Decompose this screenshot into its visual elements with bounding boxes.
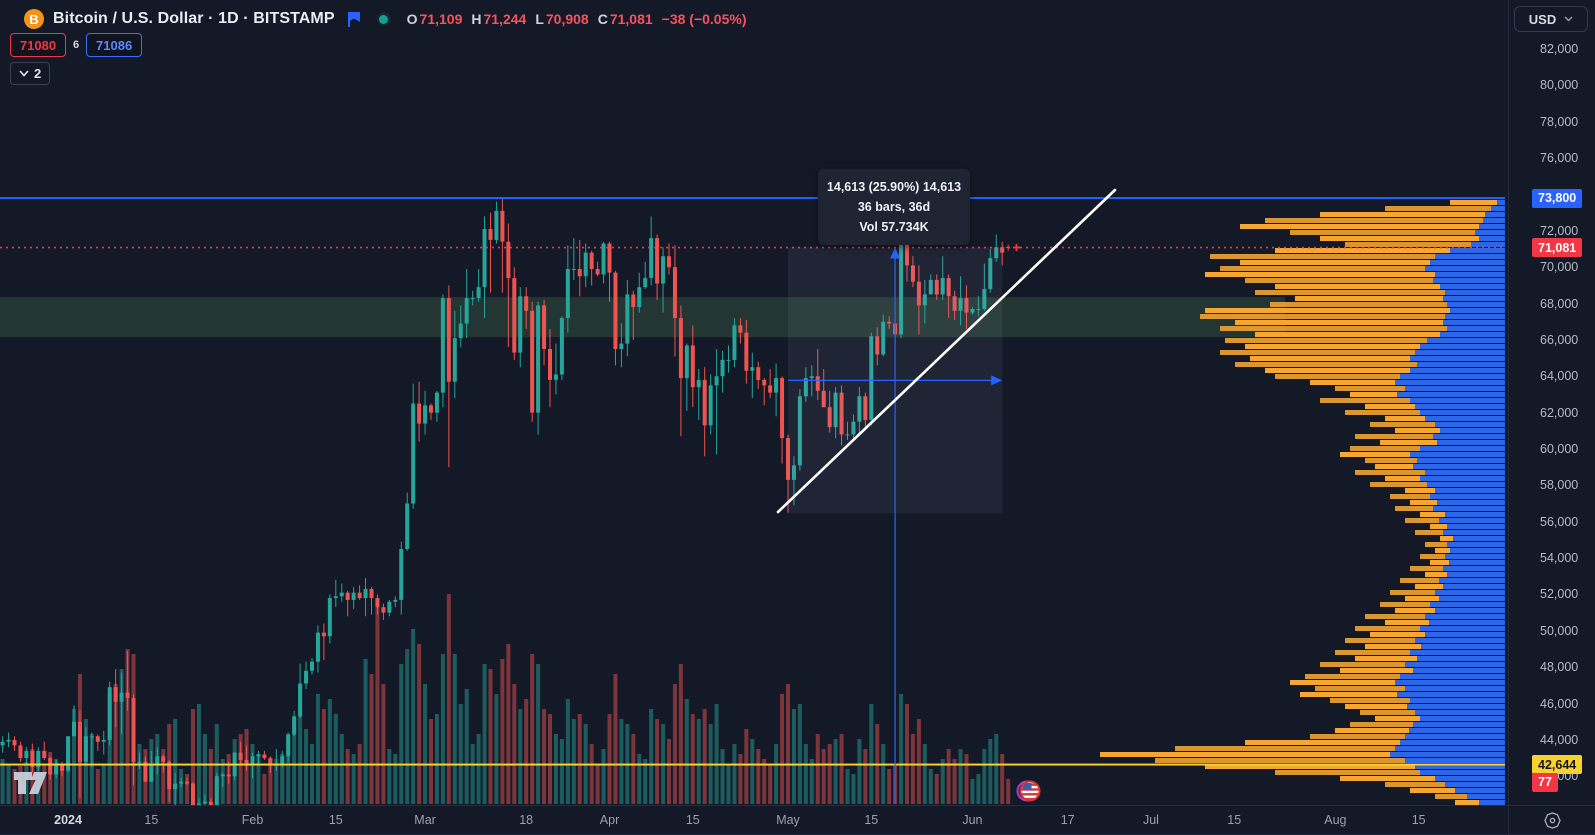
time-tick-label: 15: [864, 813, 879, 827]
price-tick-label: 44,000: [1540, 732, 1579, 747]
price-label-badge: 73,800: [1532, 188, 1583, 208]
price-axis[interactable]: USD 82,000 80,000 78,000 76,000 72,000 70,000…: [1508, 0, 1595, 805]
gear-icon[interactable]: [1543, 811, 1561, 829]
time-tick-label: 15: [685, 813, 700, 827]
ohlc-value: 70,908: [545, 11, 589, 27]
ohlc-key: H: [471, 11, 482, 27]
time-tick-label: May: [776, 813, 800, 827]
measure-tooltip: 14,613 (25.90%) 14,613 36 bars, 36d Vol …: [818, 169, 970, 245]
time-tick-label: 15: [1411, 813, 1426, 827]
price-tick-label: 82,000: [1540, 42, 1579, 56]
price-tick-label: 66,000: [1540, 332, 1579, 347]
time-tick-label: Jun: [962, 813, 983, 827]
candles: [0, 198, 1011, 805]
price-tick-label: 72,000: [1540, 223, 1579, 238]
price-tick-label: 60,000: [1540, 442, 1579, 456]
time-tick-label: Aug: [1324, 813, 1347, 827]
last-price-line: [0, 244, 1505, 252]
drawings-collapsed-chip[interactable]: 2: [10, 62, 51, 85]
time-tick-label: 18: [519, 813, 534, 827]
market-status-icon[interactable]: [376, 12, 391, 26]
trend-line[interactable]: [776, 188, 1117, 514]
chevron-down-icon: [1564, 16, 1573, 22]
measure-tool[interactable]: [788, 247, 1003, 804]
symbol-title[interactable]: Bitcoin / U.S. Dollar · 1D · BITSTAMP: [53, 10, 335, 27]
price-tick-label: 48,000: [1540, 660, 1579, 675]
price-tick-label: 46,000: [1540, 696, 1579, 711]
us-flag-event-icon[interactable]: [1016, 778, 1042, 804]
chevron-down-icon: [19, 70, 29, 77]
price-label-badge: 77: [1532, 772, 1558, 792]
time-tick-label: Jul: [1142, 813, 1159, 827]
price-tick-label: 64,000: [1540, 369, 1579, 384]
ohlc-key: L: [535, 11, 544, 27]
measure-volume: Vol 57.734K: [859, 220, 929, 234]
resistance-hline-73800[interactable]: [0, 197, 1505, 200]
ohlc-key: O: [406, 11, 418, 27]
price-tick-label: 54,000: [1540, 551, 1579, 566]
ohlc-values: O 71,109 H 71,244 L 70,908 C 71,081 −38 (−0.05%): [407, 11, 747, 27]
price-chart-canvas[interactable]: [0, 0, 1508, 805]
ask-price-button[interactable]: 71086: [86, 33, 143, 57]
time-axis[interactable]: 2024 15 Feb 15 Mar 18 Apr 15 May 15 Jun 17 Jul 15 Aug 1…: [0, 805, 1595, 835]
time-tick-label: Apr: [599, 813, 620, 827]
measure-bars-days: 36 bars, 36d: [857, 200, 931, 214]
price-tick-label: 76,000: [1540, 151, 1579, 166]
price-tick-label: 78,000: [1540, 114, 1579, 129]
drawings-count: 2: [34, 66, 42, 81]
bitcoin-logo-icon: B: [24, 9, 44, 29]
price-label-badge: 42,644: [1532, 755, 1583, 775]
price-tick-label: 68,000: [1540, 296, 1579, 311]
time-tick-label: 17: [1060, 813, 1075, 827]
currency-selector-button[interactable]: USD: [1514, 6, 1588, 32]
support-hline-42644[interactable]: [0, 763, 1505, 766]
time-tick-label: Feb: [241, 813, 264, 827]
ohlc-key: C: [597, 11, 608, 27]
axis-settings-corner[interactable]: [1508, 805, 1595, 835]
ohlc-value: 71,244: [483, 11, 527, 27]
price-label-badge: 71,081: [1532, 238, 1583, 258]
price-tick-label: 58,000: [1540, 478, 1579, 493]
price-tick-label: 52,000: [1540, 587, 1579, 602]
price-change: −38 (−0.05%): [661, 11, 747, 27]
bid-price-button[interactable]: 71080: [10, 33, 66, 57]
time-tick-label: Mar: [414, 813, 436, 827]
time-tick-label: 15: [328, 813, 343, 827]
price-tick-label: 80,000: [1540, 78, 1579, 93]
price-tick-label: 50,000: [1540, 623, 1579, 638]
flag-bookmark-icon[interactable]: [347, 11, 361, 27]
time-tick-label: 2024: [54, 813, 82, 827]
ohlc-value: 71,109: [419, 11, 463, 27]
currency-label: USD: [1528, 11, 1557, 27]
volume-bars: [0, 594, 1011, 804]
price-tick-label: 56,000: [1540, 514, 1579, 529]
green-zone-rectangle[interactable]: [0, 297, 1285, 338]
tradingview-watermark-icon: [14, 772, 47, 794]
price-tick-label: 70,000: [1540, 260, 1579, 275]
time-tick-label: 15: [1227, 813, 1242, 827]
price-tick-label: 62,000: [1540, 405, 1579, 420]
measure-price-change: 14,613 (25.90%) 14,613: [826, 180, 962, 194]
volume-profile: [1100, 200, 1505, 805]
time-tick-label: 15: [144, 813, 159, 827]
ohlc-value: 71,081: [609, 11, 653, 27]
spread-value: 6: [73, 39, 80, 51]
